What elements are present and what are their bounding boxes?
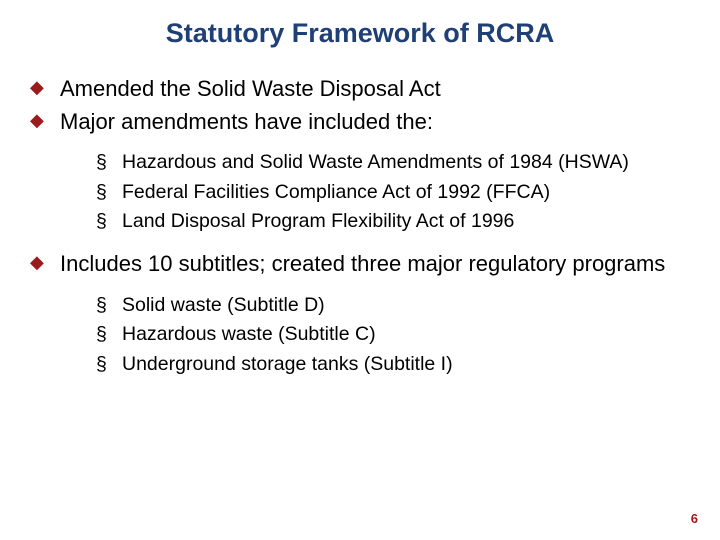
bullet-item: Major amendments have included the: Haza… <box>28 108 692 235</box>
sub-bullet-item: Land Disposal Program Flexibility Act of… <box>60 209 692 234</box>
page-number: 6 <box>691 511 698 526</box>
bullet-text: Major amendments have included the: <box>60 109 433 134</box>
bullet-item: Amended the Solid Waste Disposal Act <box>28 75 692 104</box>
sub-bullet-list: Solid waste (Subtitle D) Hazardous waste… <box>60 293 692 377</box>
sub-bullet-list: Hazardous and Solid Waste Amendments of … <box>60 150 692 234</box>
sub-bullet-item: Hazardous and Solid Waste Amendments of … <box>60 150 692 175</box>
sub-bullet-item: Solid waste (Subtitle D) <box>60 293 692 318</box>
sub-bullet-item: Hazardous waste (Subtitle C) <box>60 322 692 347</box>
bullet-item: Includes 10 subtitles; created three maj… <box>28 250 692 377</box>
bullet-text: Amended the Solid Waste Disposal Act <box>60 76 441 101</box>
sub-bullet-item: Underground storage tanks (Subtitle I) <box>60 352 692 377</box>
sub-bullet-item: Federal Facilities Compliance Act of 199… <box>60 180 692 205</box>
bullet-text: Includes 10 subtitles; created three maj… <box>60 251 665 276</box>
slide-title: Statutory Framework of RCRA <box>78 18 642 49</box>
bullet-list: Amended the Solid Waste Disposal Act Maj… <box>28 75 692 377</box>
slide: Statutory Framework of RCRA Amended the … <box>0 0 720 540</box>
